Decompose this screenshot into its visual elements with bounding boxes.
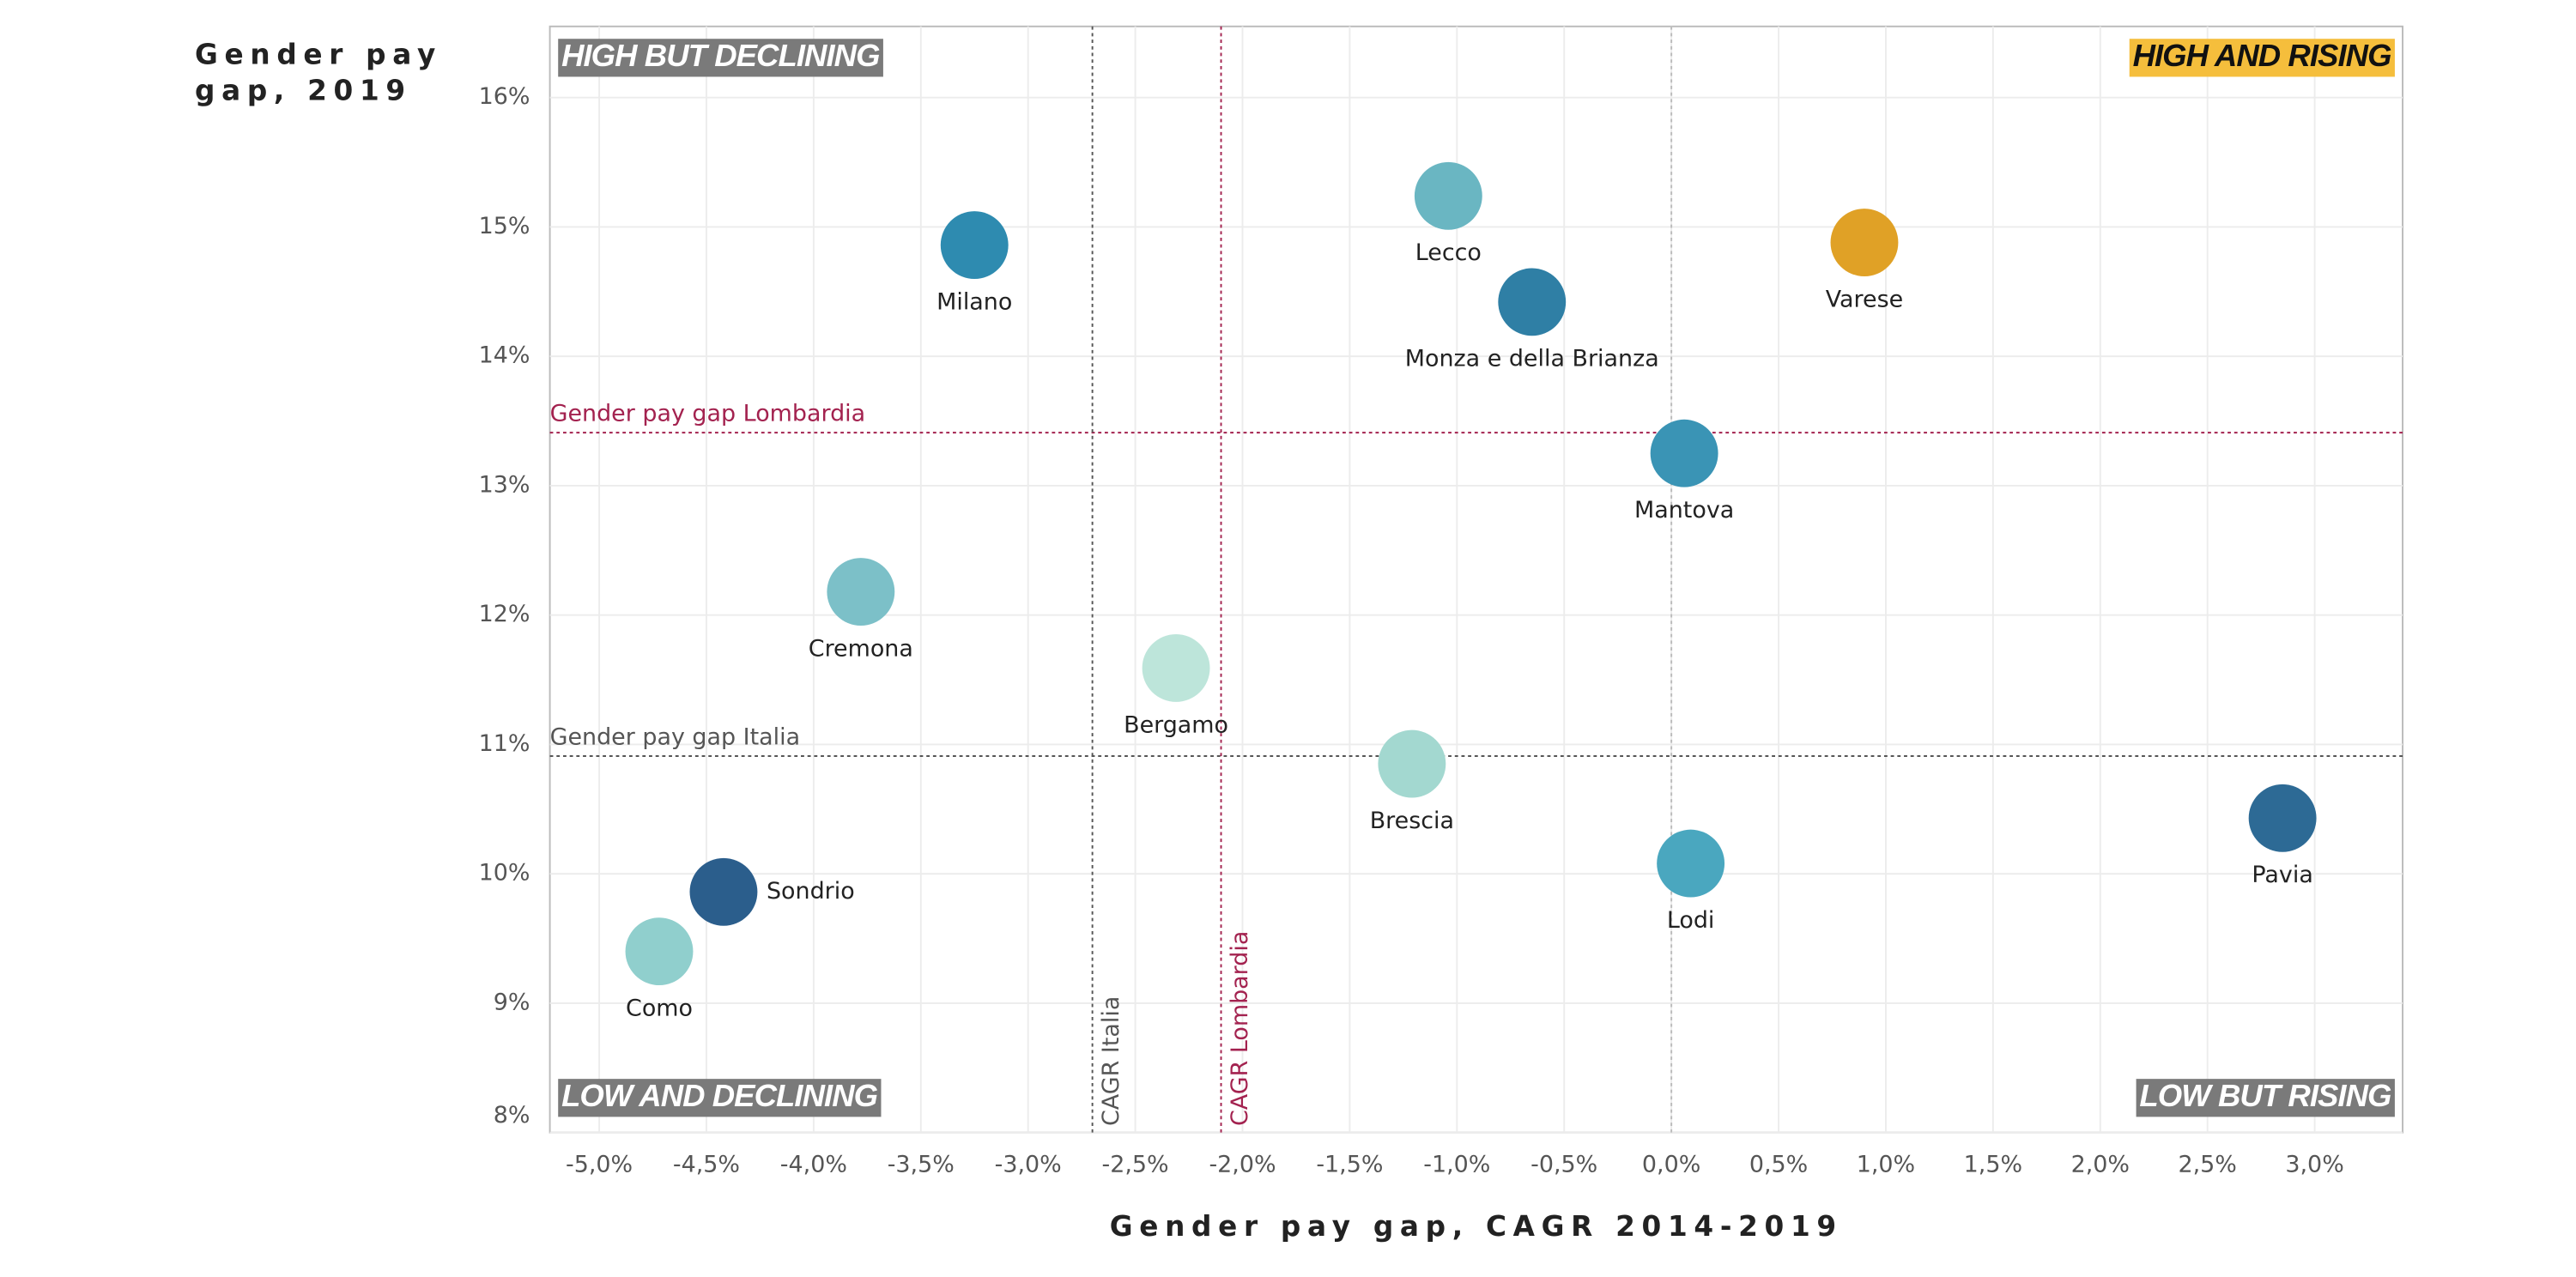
y-tick-label: 13% [479,471,530,498]
reference-label: CAGR Italia [1098,996,1124,1126]
quadrant-text: LOW BUT RISING [2139,1078,2391,1113]
bubble [625,917,694,986]
point-label: Bergamo [1124,711,1228,738]
y-tick-label: 10% [479,860,530,887]
y-tick-label: 15% [479,213,530,239]
bubble [1650,419,1718,487]
bubble [1657,829,1725,898]
quadrant-box [558,39,883,77]
y-tick-label: 12% [479,601,530,627]
y-axis-title: Gender pay [195,38,442,70]
point-label: Varese [1826,286,1903,312]
point-label: Pavia [2252,862,2312,888]
point-label: Cremona [809,635,913,662]
x-tick-label: -4,0% [780,1152,847,1178]
bubble [940,211,1009,279]
x-tick-label: 0,0% [1642,1152,1700,1178]
bubble [1378,729,1446,798]
x-tick-label: 1,5% [1964,1152,2022,1178]
point-label: Brescia [1370,808,1454,834]
x-tick-label: -3,0% [995,1152,1062,1178]
x-tick-label: -1,5% [1316,1152,1383,1178]
y-axis-title: gap, 2019 [195,75,412,107]
bubble [1830,209,1899,276]
quadrant-label: LOW AND DECLINING [558,1078,882,1117]
x-axis-title: Gender pay gap, CAGR 2014-2019 [1110,1210,1843,1243]
point-label: Lodi [1667,907,1715,934]
bubble [689,857,758,926]
reference-label: CAGR Lombardia [1227,931,1253,1126]
y-tick-label: 16% [479,83,530,110]
x-tick-label: 3,0% [2285,1152,2343,1178]
quadrant-box [2136,1079,2395,1117]
reference-label: Gender pay gap Italia [550,723,801,750]
x-tick-label: 0,5% [1749,1152,1808,1178]
point-label: Como [626,995,693,1021]
bubble [1142,634,1210,702]
x-tick-label: -0,5% [1530,1152,1597,1178]
bubble [827,558,895,626]
x-tick-label: 1,0% [1857,1152,1915,1178]
x-tick-label: 2,0% [2071,1152,2130,1178]
x-tick-label: -1,0% [1423,1152,1490,1178]
quadrant-text: HIGH AND RISING [2133,38,2392,73]
bubble [1498,268,1567,336]
x-tick-label: -2,5% [1102,1152,1169,1178]
y-tick-label: 9% [494,989,530,1015]
bubble [2248,784,2317,852]
bubble [1414,161,1482,230]
quadrant-label: HIGH AND RISING [2129,38,2395,77]
point-label: Monza e della Brianza [1405,346,1659,372]
quadrant-label: LOW BUT RISING [2136,1078,2395,1117]
point-label: Lecco [1415,239,1482,266]
point-label: Milano [936,288,1012,315]
reference-label: Gender pay gap Lombardia [550,400,866,427]
quadrant-box [2129,39,2395,77]
point-label: Sondrio [767,878,855,905]
x-tick-label: 2,5% [2178,1152,2236,1178]
x-tick-label: -5,0% [566,1152,633,1178]
point-label: Mantova [1634,497,1734,524]
y-tick-label: 14% [479,342,530,369]
x-tick-label: -2,0% [1209,1152,1276,1178]
quadrant-box [558,1079,882,1117]
y-tick-label: 8% [494,1102,530,1129]
x-tick-label: -4,5% [673,1152,740,1178]
quadrant-label: HIGH BUT DECLINING [558,38,883,77]
quadrant-text: LOW AND DECLINING [561,1078,878,1113]
y-tick-label: 11% [479,730,530,757]
x-tick-label: -3,5% [888,1152,955,1178]
quadrant-text: HIGH BUT DECLINING [561,38,880,73]
